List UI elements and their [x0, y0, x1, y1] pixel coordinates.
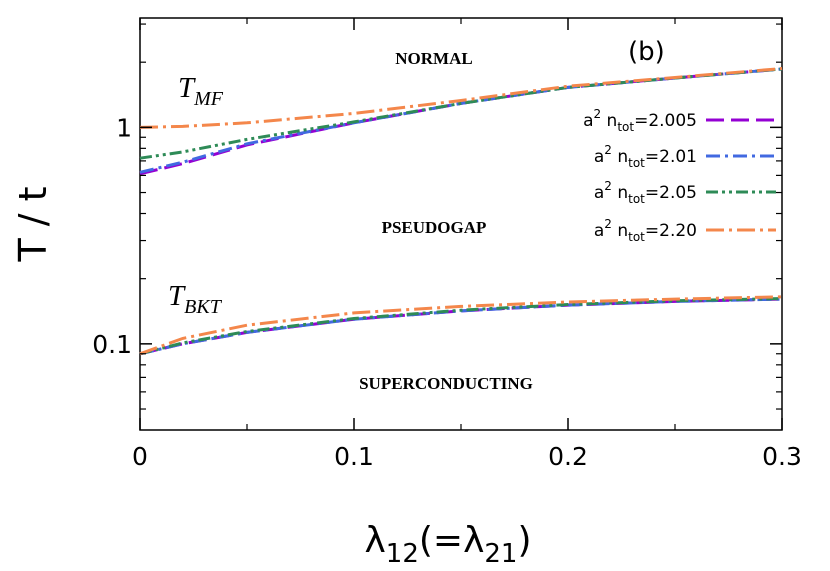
legend-label-2-part-1: 2 — [604, 179, 612, 193]
region-label-superconducting: SUPERCONDUCTING — [359, 374, 533, 393]
y-tick-label-1: 1 — [116, 113, 132, 142]
panel-label: (b) — [628, 37, 665, 67]
legend-label-3-part-4: =2.20 — [645, 221, 697, 241]
tbkt-label-sub: BKT — [184, 296, 223, 318]
legend-label-1-part-3: tot — [628, 156, 645, 170]
x-tick-label-1: 0.1 — [334, 442, 374, 471]
legend-label-2-part-3: tot — [628, 192, 645, 206]
y-axis-title: T / t — [11, 186, 55, 262]
x-axis-title-sub2: 21 — [484, 539, 517, 569]
legend-label-0-part-4: =2.005 — [634, 111, 697, 131]
x-tick-label-3: 0.3 — [762, 442, 802, 471]
series-line-2 — [139, 67, 783, 160]
legend-label-0-part-2: n — [601, 111, 617, 131]
tmf-label-sub: MF — [193, 88, 224, 110]
tick-layer: 0 0.1 0.2 0.3 0.1 1 — [92, 18, 802, 471]
legend-label-0-part-3: tot — [617, 120, 634, 134]
legend-label-2-part-0: a — [594, 183, 604, 203]
y-tick-label-0: 0.1 — [92, 330, 132, 359]
legend-label-3-part-2: n — [612, 221, 628, 241]
tmf-label: TMF — [178, 72, 224, 110]
x-tick-label-2: 0.2 — [548, 442, 588, 471]
series-line-7 — [139, 295, 783, 356]
legend-label-3: a2 ntot=2.20 — [594, 217, 697, 244]
region-label-pseudogap: PSEUDOGAP — [382, 218, 487, 237]
legend-label-2: a2 ntot=2.05 — [594, 179, 697, 206]
x-axis-title: λ12(=λ21) — [364, 520, 531, 569]
legend-label-2-part-4: =2.05 — [645, 183, 697, 203]
legend-label-1-part-4: =2.01 — [645, 147, 697, 167]
legend-label-1: a2 ntot=2.01 — [594, 143, 697, 170]
legend-label-0-part-0: a — [583, 111, 593, 131]
legend-label-2-part-2: n — [612, 183, 628, 203]
series-layer — [139, 67, 783, 356]
legend-label-1-part-1: 2 — [604, 143, 612, 157]
tbkt-label-main: T — [168, 280, 186, 312]
region-label-normal: NORMAL — [395, 49, 472, 68]
x-axis-title-end: ) — [517, 520, 531, 561]
legend-label-3-part-3: tot — [628, 230, 645, 244]
x-tick-label-0: 0 — [132, 442, 148, 471]
x-axis-title-sub1: 12 — [386, 539, 419, 569]
x-axis-title-mid: (=λ — [419, 520, 485, 561]
tmf-label-main: T — [178, 72, 196, 104]
tbkt-label: TBKT — [168, 280, 223, 318]
legend-label-1-part-2: n — [612, 147, 628, 167]
x-axis-title-main: λ — [364, 520, 385, 561]
legend-label-0: a2 ntot=2.005 — [583, 107, 697, 134]
series-line-3 — [139, 67, 783, 129]
legend-label-3-part-1: 2 — [604, 217, 612, 231]
legend-label-1-part-0: a — [594, 147, 604, 167]
legend-label-3-part-0: a — [594, 221, 604, 241]
series-line-6 — [139, 297, 783, 356]
legend-label-0-part-1: 2 — [593, 107, 601, 121]
